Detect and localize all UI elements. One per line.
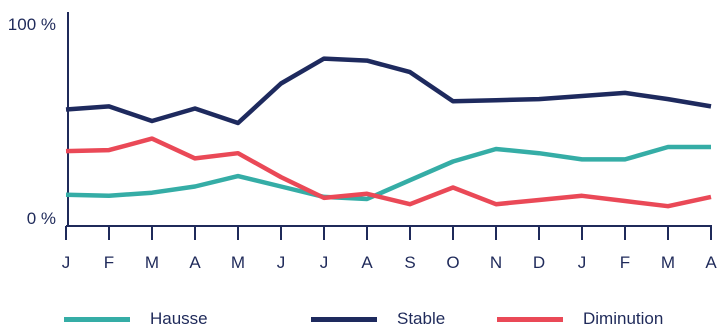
x-tick-label: D [533,253,545,272]
line-chart: 100 % 0 % J F M A M J J A S O N D J F M A [8,12,717,272]
x-tick-label: O [446,253,459,272]
x-tick-label: N [490,253,502,272]
x-tick-label: J [320,253,329,272]
x-tick-label: M [661,253,675,272]
y-tick-label: 0 % [27,209,56,228]
x-tick-label: F [104,253,114,272]
legend-item-hausse: Hausse [64,308,208,330]
x-tick-label: J [578,253,587,272]
x-tick-label: A [189,253,201,272]
series-line-stable [65,56,712,126]
legend-label: Diminution [583,309,664,328]
series-lines [65,56,712,209]
x-tick-label: M [231,253,245,272]
legend-item-diminution: Diminution [497,308,663,330]
x-tick-label: J [62,253,71,272]
x-tick-label: J [277,253,286,272]
x-tick-label: S [404,253,415,272]
x-tick-label: A [705,253,717,272]
legend-swatch [311,316,377,322]
y-axis: 100 % 0 % [8,12,69,228]
legend-label: Hausse [150,309,208,328]
legend: Hausse Stable Diminution [0,308,718,330]
series-line-diminution [65,136,712,209]
legend-item-stable: Stable [311,308,445,330]
legend-swatch [64,316,130,322]
series-line-hausse [65,144,711,202]
legend-label: Stable [397,309,446,328]
legend-swatch [497,316,563,322]
x-tick-label: A [361,253,373,272]
x-tick-label: M [145,253,159,272]
y-tick-label: 100 % [8,15,56,34]
x-tick-label: F [620,253,630,272]
